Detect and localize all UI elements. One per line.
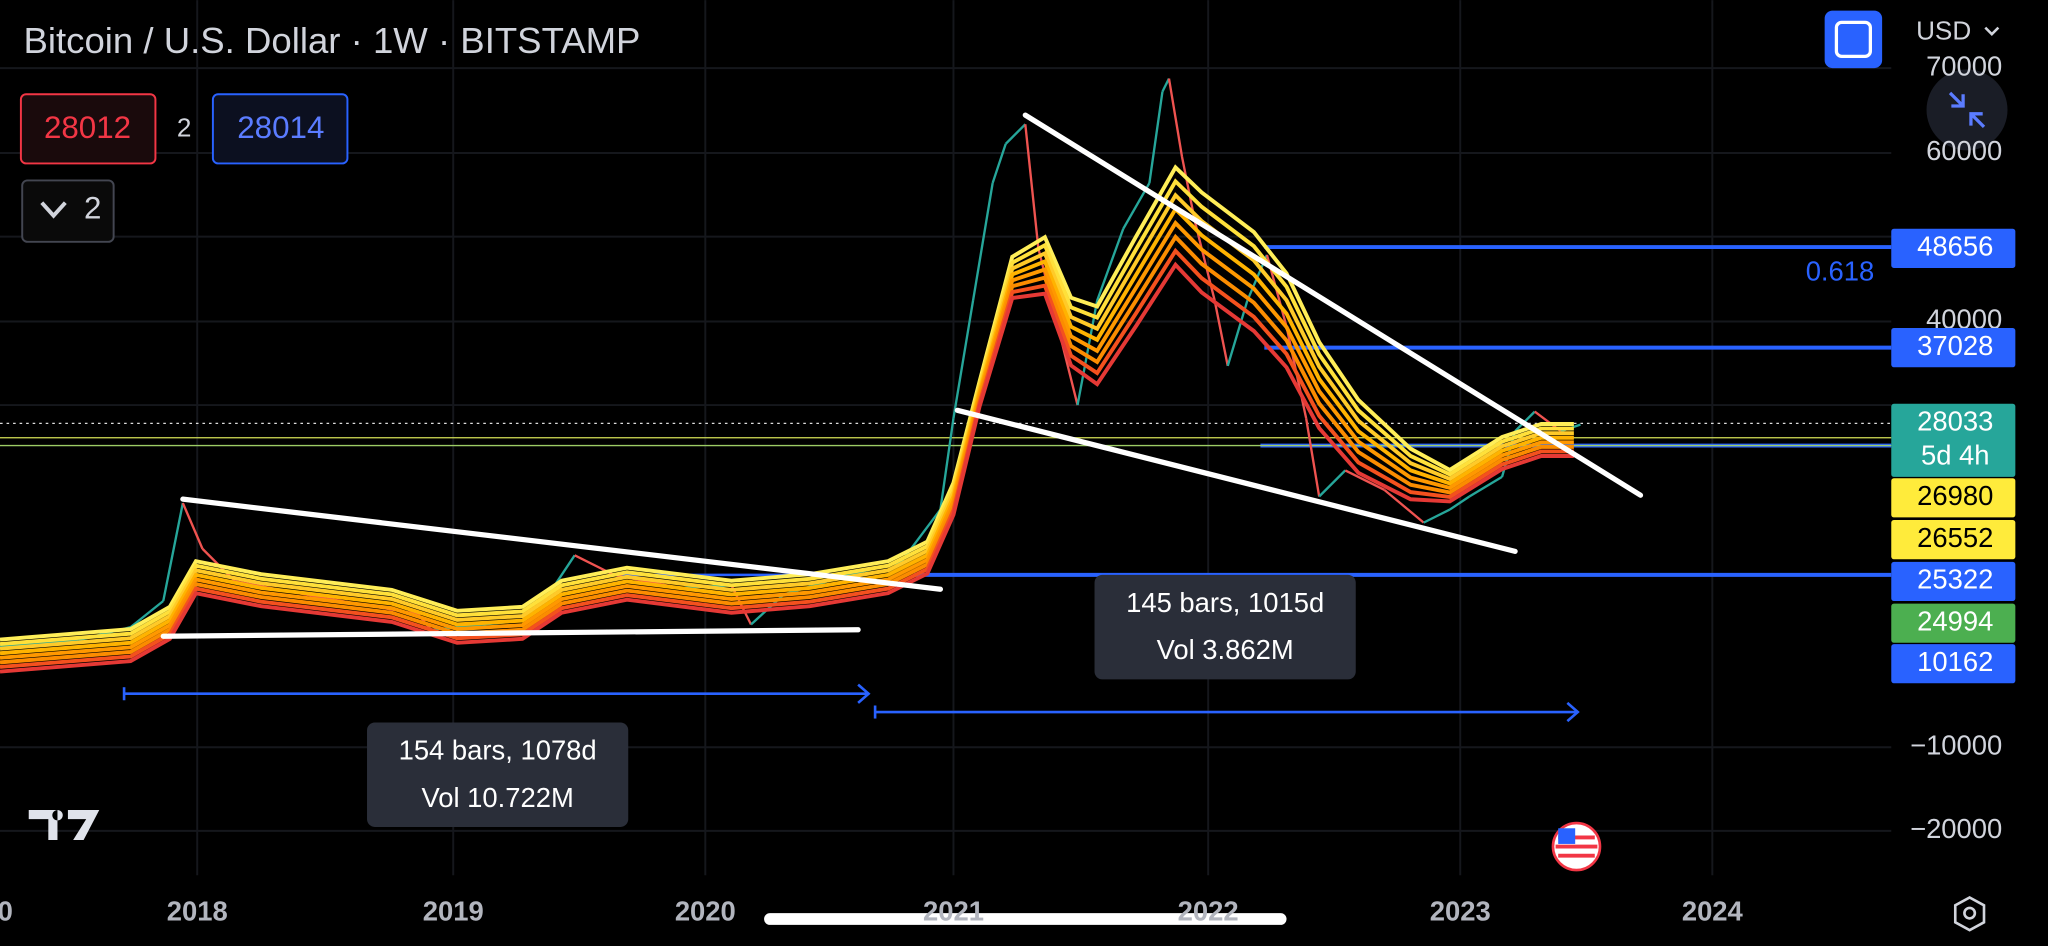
flag-canton — [1558, 828, 1576, 844]
price-tag — [1891, 328, 2016, 368]
price-segment — [1024, 124, 1040, 249]
time-label: 2018 — [167, 895, 228, 926]
price-segment — [952, 300, 975, 419]
price-segment — [0, 639, 79, 648]
price-segment — [1004, 123, 1027, 145]
fullscreen-button[interactable] — [1824, 10, 1883, 69]
price-segment — [1344, 469, 1386, 492]
minimize-button[interactable] — [1926, 69, 2008, 151]
price-tag — [1891, 520, 2016, 560]
fib-label: 0.618 — [1806, 255, 1875, 286]
home-indicator — [764, 913, 1287, 925]
time-label: 2024 — [1682, 895, 1744, 926]
price-tag — [1891, 644, 2016, 684]
measure-volume: Vol 3.862M — [1157, 634, 1294, 665]
sell-button[interactable] — [19, 93, 157, 165]
price-tag-text: 26980 — [1917, 480, 1993, 511]
time-label: 2021 — [923, 895, 984, 926]
trend-line — [1022, 112, 1644, 498]
trend-line — [180, 496, 944, 592]
price-tag-text: 25322 — [1917, 564, 1993, 595]
price-segment — [1167, 78, 1184, 158]
time-label: 2023 — [1430, 895, 1491, 926]
time-label: 2019 — [423, 895, 484, 926]
tradingview-logo — [28, 809, 100, 841]
price-segment — [1383, 489, 1425, 524]
measure-arrow — [1566, 701, 1580, 723]
price-tag-countdown: 5d 4h — [1921, 440, 1990, 471]
price-segment — [1423, 508, 1451, 524]
measure-tooltip — [1094, 574, 1356, 680]
trend-line — [954, 407, 1518, 554]
price-segment — [181, 502, 204, 550]
price-segment — [991, 143, 1007, 184]
price-segment — [1304, 417, 1321, 497]
buy-price: 28014 — [237, 110, 324, 145]
fullscreen-icon — [1834, 20, 1872, 58]
collapse-count: 2 — [84, 191, 101, 226]
price-tag-text: 24994 — [1917, 605, 1993, 636]
settings-dot — [1963, 906, 1977, 920]
measure-arrow — [857, 683, 871, 704]
price-segment — [730, 584, 753, 626]
measure-bars: 145 bars, 1015d — [1126, 587, 1324, 618]
time-label: 2022 — [1178, 895, 1239, 926]
price-tag-text: 26552 — [1917, 522, 1993, 553]
chart-title: Bitcoin / U.S. Dollar · 1W · BITSTAMP — [24, 20, 641, 61]
price-tag — [1891, 478, 2016, 518]
price-tag — [1891, 228, 2016, 268]
sell-price: 28012 — [44, 110, 131, 145]
price-segment — [1318, 469, 1347, 498]
ribbon-line — [0, 261, 1574, 674]
price-tag-text: 10162 — [1917, 646, 1993, 677]
price-segment — [1096, 228, 1125, 301]
settings-icon[interactable] — [1953, 896, 1986, 932]
price-tag-text: 28033 — [1917, 406, 1993, 437]
price-tag-text: 48656 — [1917, 231, 1993, 262]
price-tag-text: 37028 — [1917, 330, 1993, 361]
price-segment — [971, 182, 994, 301]
measure-volume: Vol 10.722M — [421, 782, 573, 813]
chevron-icon — [40, 201, 67, 219]
time-label: 0 — [0, 895, 13, 926]
price-segment — [129, 600, 164, 629]
price-segment — [1468, 475, 1503, 498]
measure-tooltip — [367, 722, 629, 827]
buy-button[interactable] — [211, 93, 349, 165]
collapse-button[interactable] — [21, 179, 115, 243]
price-label: −10000 — [1910, 730, 2002, 761]
minimize-icon — [1948, 91, 1986, 129]
price-segment — [939, 417, 955, 510]
price-tag — [1891, 561, 2016, 601]
measure-bars: 154 bars, 1078d — [399, 735, 597, 766]
time-label: 2020 — [675, 895, 736, 926]
price-label: −20000 — [1910, 813, 2002, 844]
price-segment — [1213, 300, 1229, 367]
price-segment — [1449, 495, 1471, 511]
price-tag — [1891, 403, 2016, 477]
spread: 2 — [177, 112, 192, 142]
currency[interactable]: USD — [1916, 16, 1971, 46]
price-segment — [1148, 91, 1164, 184]
drawings — [0, 78, 1892, 723]
price-segment — [1161, 78, 1171, 93]
price-segment — [162, 502, 185, 602]
trend-line — [160, 627, 861, 639]
price-tag — [1891, 603, 2016, 643]
price-label: 60000 — [1926, 135, 2002, 166]
currency-chevron — [1984, 26, 2000, 36]
ui: Bitcoin / U.S. Dollar · 1W · BITSTAMP 28… — [0, 10, 2016, 932]
price-label: 70000 — [1926, 50, 2002, 81]
